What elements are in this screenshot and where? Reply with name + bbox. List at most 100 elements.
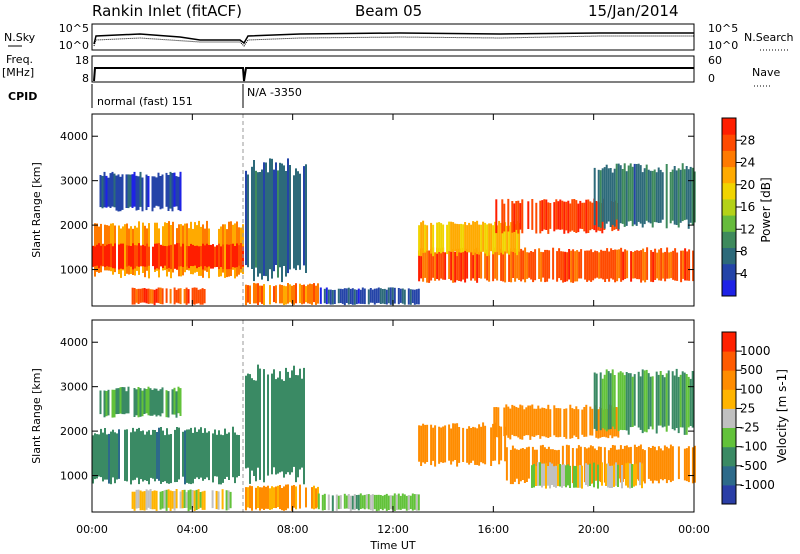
velocity-cell <box>494 422 497 461</box>
power-cell <box>538 248 541 279</box>
velocity-cell <box>156 432 158 479</box>
power-cell <box>159 176 162 210</box>
velocity-cell <box>175 489 178 509</box>
power-ylabel: Slant Range [km] <box>30 162 43 258</box>
velocity-cell <box>195 489 198 510</box>
velocity-cell <box>527 405 530 436</box>
velocity-cell <box>553 449 556 479</box>
power-cell <box>161 174 164 209</box>
velocity-cell <box>531 446 534 482</box>
velocity-cell <box>589 463 591 486</box>
power-cell <box>661 172 664 220</box>
velocity-cell <box>234 432 236 484</box>
power-cell <box>171 173 174 212</box>
power-cell <box>393 287 396 304</box>
power-cell <box>140 245 142 267</box>
power-cell <box>197 289 200 304</box>
velocity-cell <box>147 490 150 508</box>
velocity-cell <box>609 373 612 430</box>
velocity-cell <box>527 446 530 479</box>
power-cell <box>145 174 148 211</box>
power-cell <box>591 202 594 230</box>
colorbar-swatch <box>722 279 736 297</box>
velocity-cell <box>387 495 390 510</box>
velocity-cell <box>136 428 138 478</box>
velocity-cell <box>171 389 174 415</box>
velocity-cell <box>659 448 662 480</box>
power-cell <box>218 243 220 270</box>
power-cell <box>161 288 164 305</box>
power-cell <box>454 251 457 283</box>
velocity-cell <box>138 427 140 485</box>
velocity-cell <box>561 464 563 488</box>
velocity-colorbar-tick-label: -1000 <box>740 478 775 492</box>
velocity-cell <box>98 434 100 477</box>
velocity-cell <box>159 491 162 510</box>
y-tick-label: 1000 <box>60 264 88 277</box>
velocity-cell <box>198 429 200 480</box>
velocity-cell <box>229 491 232 509</box>
power-cell <box>588 250 591 281</box>
power-cell <box>113 173 116 208</box>
power-cell <box>519 203 522 230</box>
velocity-cell <box>583 447 586 483</box>
power-cell <box>210 244 212 269</box>
power-cell <box>621 169 624 224</box>
power-cell <box>216 245 218 267</box>
velocity-cell <box>273 369 275 468</box>
velocity-cell <box>385 493 388 511</box>
power-cell <box>151 289 154 304</box>
power-cell <box>193 287 196 305</box>
power-cell <box>179 288 182 305</box>
power-cell <box>590 249 593 282</box>
power-cell <box>299 283 301 304</box>
power-cell <box>581 202 584 229</box>
velocity-cell <box>257 364 259 468</box>
power-cell <box>616 249 619 282</box>
velocity-cell <box>236 434 238 478</box>
velocity-cell <box>343 493 346 509</box>
power-cell <box>442 247 445 280</box>
power-cell <box>347 287 350 305</box>
velocity-cell <box>504 426 507 462</box>
power-cell <box>655 172 658 223</box>
velocity-cell <box>345 495 348 509</box>
power-cell <box>645 164 648 221</box>
velocity-cell <box>565 465 567 488</box>
cpid-label: CPID <box>8 90 37 103</box>
velocity-cell <box>381 495 384 511</box>
power-cell <box>609 168 612 227</box>
power-cell <box>195 287 198 304</box>
power-cell <box>289 284 291 303</box>
power-cell <box>507 198 510 232</box>
power-cell <box>617 163 620 230</box>
power-cell <box>381 289 384 304</box>
velocity-cell <box>349 495 352 512</box>
velocity-cell <box>561 445 564 482</box>
velocity-cell <box>621 465 623 489</box>
power-cell <box>571 199 574 231</box>
power-cell <box>496 225 499 253</box>
velocity-cell <box>442 426 445 463</box>
power-cell <box>434 252 437 281</box>
velocity-cell <box>438 426 441 464</box>
power-cell <box>151 176 154 212</box>
power-cell <box>688 249 691 281</box>
power-cell <box>659 169 662 223</box>
velocity-cell <box>581 409 584 435</box>
velocity-cell <box>643 450 646 484</box>
power-cell <box>438 248 441 281</box>
power-cell <box>633 163 636 225</box>
power-cell <box>202 243 204 270</box>
power-cell <box>432 247 435 278</box>
velocity-cell <box>655 371 658 434</box>
power-cell <box>514 224 517 253</box>
power-cell <box>474 249 477 281</box>
velocity-cell <box>667 370 670 426</box>
power-cell <box>220 246 222 267</box>
power-cell <box>576 250 579 282</box>
power-cell <box>426 225 429 252</box>
velocity-cell <box>263 485 265 510</box>
velocity-cell <box>665 446 668 484</box>
velocity-cell <box>147 386 150 416</box>
